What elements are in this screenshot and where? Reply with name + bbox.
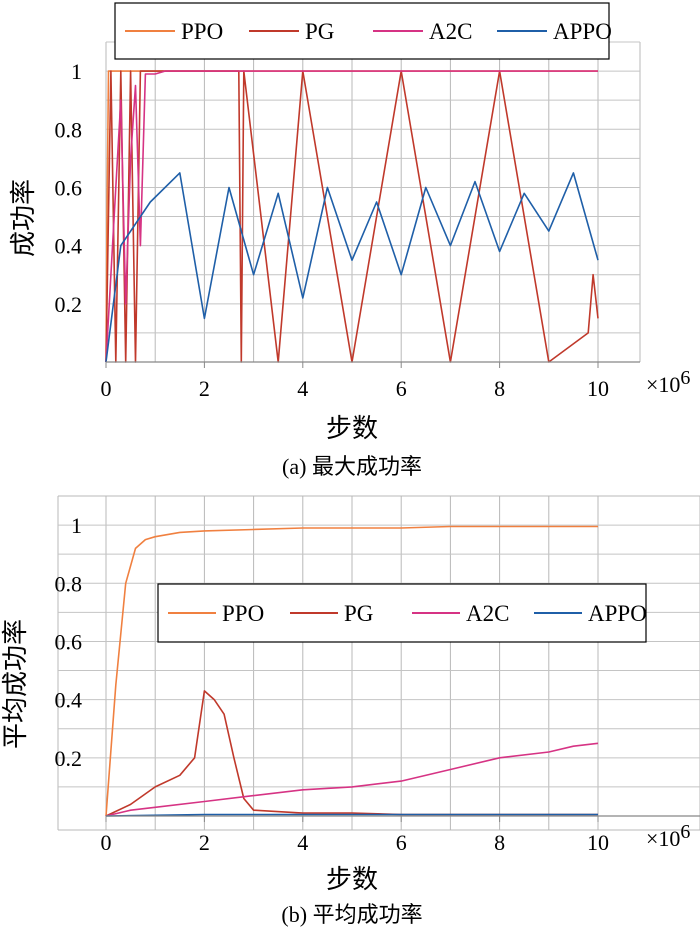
x-multiplier-exp: 6 [680, 821, 690, 843]
y-tick-label: 1 [71, 513, 82, 538]
y-tick-label: 0.8 [55, 571, 83, 596]
y-axis-label: 成功率 [9, 179, 38, 257]
legend-label-ppo: PPO [181, 19, 223, 44]
series-line-appo [105, 172, 599, 363]
x-tick-label: 10 [587, 830, 609, 855]
series-line-ppo [105, 525, 598, 817]
y-tick-label: 0.8 [55, 117, 83, 142]
legend-label-pg: PG [344, 601, 373, 626]
x-tick-label: 4 [297, 376, 308, 401]
legend: PPO PG A2C APPO [157, 583, 647, 643]
x-multiplier-exp: 6 [680, 367, 690, 389]
grid [105, 41, 641, 362]
y-tick-label: 0.2 [55, 746, 83, 771]
legend-label-appo: APPO [553, 19, 612, 44]
x-tick-label: 8 [494, 376, 505, 401]
axes: 0 2 4 6 8 10 0.2 0.4 0.6 0.8 1 [55, 59, 640, 401]
y-axis-label: 平均成功率 [1, 619, 30, 749]
chart-max-success-rate: 0 2 4 6 8 10 0.2 0.4 0.6 0.8 1 PPO PG A2C APPO 成功率 步数… [9, 2, 690, 479]
caption-a: (a) 最大成功率 [282, 454, 422, 479]
x-multiplier: ×106 [646, 821, 690, 851]
x-axis-label: 步数 [326, 865, 378, 894]
series-line-a2c [105, 742, 599, 817]
axes: 0 2 4 6 8 10 0.2 0.4 0.6 0.8 1 [55, 513, 700, 855]
x-tick-label: 2 [199, 376, 210, 401]
y-tick-label: 0.6 [55, 629, 83, 654]
y-tick-label: 0.6 [55, 175, 83, 200]
x-tick-label: 2 [199, 830, 210, 855]
series-line-a2c [105, 70, 598, 363]
x-multiplier: ×106 [646, 367, 690, 397]
chart-average-success-rate: 0 2 4 6 8 100.20.40.60.81 PPO PG A2C APPO 平均成功率 … [1, 495, 700, 927]
legend-label-pg: PG [305, 19, 334, 44]
x-multiplier-base: ×10 [646, 372, 680, 397]
x-tick-label: 6 [396, 376, 407, 401]
grid [57, 495, 700, 831]
caption-b: (b) 平均成功率 [281, 902, 422, 927]
y-tick-label: 1 [71, 59, 82, 84]
y-tick-label: 0.4 [55, 234, 83, 259]
x-multiplier-base: ×10 [646, 826, 680, 851]
legend: PPO PG A2C APPO [114, 2, 612, 60]
x-tick-label: 0 [101, 830, 112, 855]
legend-label-ppo: PPO [222, 601, 264, 626]
x-tick-label: 4 [297, 830, 308, 855]
x-tick-label: 8 [494, 830, 505, 855]
legend-label-a2c: A2C [429, 19, 472, 44]
legend-label-appo: APPO [588, 601, 647, 626]
x-tick-label: 10 [587, 376, 609, 401]
x-tick-label: 6 [396, 830, 407, 855]
x-axis-label: 步数 [326, 414, 378, 443]
legend-label-a2c: A2C [466, 601, 509, 626]
series-lines [105, 70, 599, 363]
y-tick-label: 0.2 [55, 292, 83, 317]
y-tick-label: 0.4 [55, 688, 83, 713]
series-line-appo [105, 813, 598, 817]
x-tick-label: 0 [101, 376, 112, 401]
series-lines [105, 525, 599, 817]
